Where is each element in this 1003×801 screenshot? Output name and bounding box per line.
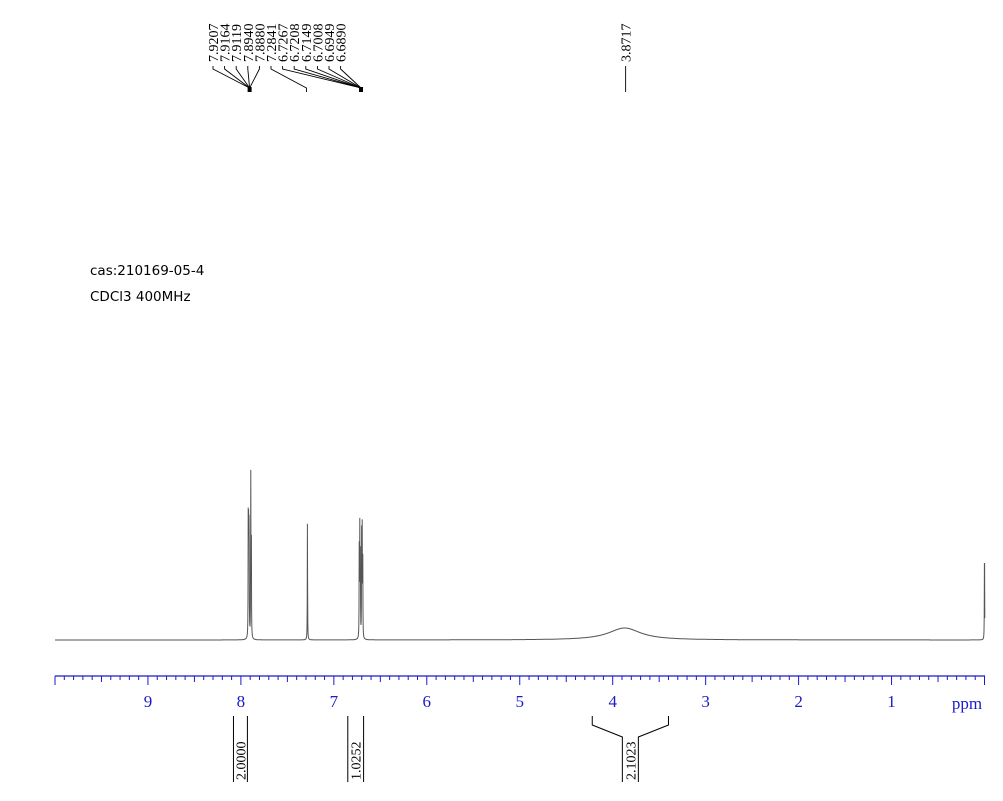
peak-label-connector: [270, 66, 307, 92]
peak-cluster-marker: [359, 87, 364, 92]
peak-shift-label: 6.6949: [323, 24, 338, 63]
integral-region: 2.1023: [591, 716, 669, 782]
peak-shift-label: 6.7008: [311, 24, 326, 63]
x-tick-label: 7: [330, 692, 339, 711]
integral-bracket: [591, 716, 669, 782]
peak-shift-label: 7.8940: [242, 24, 257, 63]
peak-shift-label: 6.6890: [335, 24, 350, 63]
x-tick-label: 4: [608, 692, 617, 711]
peak-label-connector: [340, 66, 362, 92]
peak-shift-label: 6.7208: [288, 24, 303, 63]
peak-label-group: 3.8717: [620, 24, 635, 92]
integral-value-label: 2.0000: [234, 742, 249, 781]
integral-region: 2.0000: [232, 716, 249, 782]
spectrum-trace: [55, 469, 986, 641]
integral-region: 1.0252: [347, 716, 365, 782]
peak-label-connector: [282, 66, 362, 92]
peak-shift-label: 7.2841: [265, 24, 280, 63]
peak-shift-label: 7.9119: [230, 24, 245, 62]
peak-shift-label: 7.9164: [219, 24, 234, 63]
x-tick-label: 8: [237, 692, 246, 711]
peak-shift-label: 6.7267: [277, 24, 292, 63]
x-tick-label: 9: [144, 692, 153, 711]
x-axis-unit-label: ppm: [952, 694, 982, 713]
x-tick-label: 3: [701, 692, 710, 711]
x-tick-label: 5: [516, 692, 525, 711]
x-tick-label: 6: [423, 692, 432, 711]
peak-label-connector: [212, 66, 251, 92]
x-tick-label: 2: [794, 692, 803, 711]
peak-label-group: 7.2841: [265, 24, 307, 92]
x-axis: 9 8 7 6 5 4 3 2 1 ppm: [54, 675, 985, 713]
peak-shift-label: 3.8717: [620, 24, 635, 63]
peak-shift-label: 7.8880: [253, 24, 268, 63]
sample-id-label: cas:210169-05-4: [90, 263, 205, 279]
peak-cluster-marker: [247, 87, 252, 92]
integral-value-label: 1.0252: [350, 742, 365, 781]
peak-shift-label: 6.7149: [300, 24, 315, 63]
solvent-frequency-label: CDCl3 400MHz: [90, 289, 191, 305]
peak-label-layer: 7.92077.91647.91197.89407.88807.28416.72…: [207, 24, 635, 92]
integral-layer: 2.0000 1.0252 2.1023: [232, 716, 669, 782]
x-tick-label: 1: [887, 692, 896, 711]
integral-value-label: 2.1023: [624, 742, 639, 781]
peak-label-connector: [305, 66, 362, 92]
peak-shift-label: 7.9207: [207, 24, 222, 63]
